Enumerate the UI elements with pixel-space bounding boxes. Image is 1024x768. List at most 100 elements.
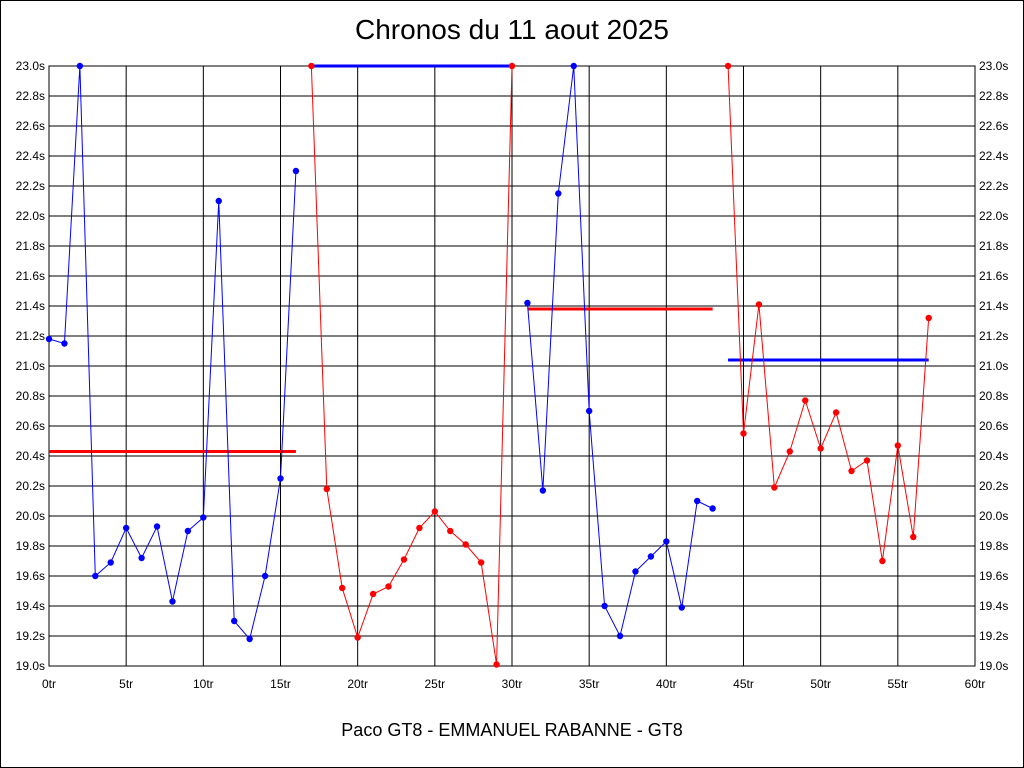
y-tick-label-left: 19.6s [16, 569, 45, 583]
data-point [863, 457, 871, 464]
data-point [323, 485, 330, 493]
data-point [555, 190, 562, 197]
data-point [539, 487, 547, 494]
x-tick-label: 25tr [424, 677, 445, 691]
data-point [585, 407, 593, 415]
y-tick-label-left: 21.0s [16, 359, 45, 373]
y-tick-label-left: 21.8s [16, 239, 45, 253]
data-point [678, 604, 685, 611]
y-tick-label-right: 19.2s [979, 629, 1008, 643]
data-point [925, 314, 932, 322]
y-tick-label-right: 21.4s [979, 299, 1008, 313]
y-tick-label-right: 19.6s [979, 569, 1008, 583]
data-point [122, 524, 130, 532]
x-tick-label: 30tr [502, 677, 523, 691]
data-point [261, 572, 269, 580]
x-tick-label: 55tr [887, 677, 908, 691]
data-point [832, 409, 840, 416]
x-axis-label: Paco GT8 - EMMANUEL RABANNE - GT8 [341, 720, 683, 740]
y-tick-label-left: 19.8s [16, 539, 45, 553]
data-point [292, 167, 300, 175]
data-point [61, 340, 68, 347]
y-tick-label-right: 21.0s [979, 359, 1008, 373]
y-tick-label-left: 20.6s [16, 419, 45, 433]
y-tick-label-right: 19.0s [979, 659, 1008, 673]
y-tick-label-right: 21.2s [979, 329, 1008, 343]
x-tick-label: 45tr [733, 677, 754, 691]
data-point [76, 62, 84, 70]
data-point [92, 572, 99, 580]
data-point [647, 553, 655, 560]
data-point [910, 533, 917, 541]
y-tick-label-left: 21.6s [16, 269, 45, 283]
x-tick-label: 5tr [119, 677, 133, 691]
series-line [526, 65, 713, 638]
data-point [246, 635, 253, 643]
y-tick-label-right: 22.8s [979, 89, 1008, 103]
data-point [45, 335, 53, 343]
data-point [462, 541, 469, 548]
data-point [215, 197, 222, 205]
data-point [231, 617, 238, 625]
y-tick-label-right: 20.0s [979, 509, 1008, 523]
y-tick-label-left: 20.4s [16, 449, 45, 463]
y-tick-label-right: 22.0s [979, 209, 1008, 223]
data-point [339, 584, 346, 592]
data-point [848, 467, 855, 475]
y-tick-label-left: 20.0s [16, 509, 45, 523]
data-point [431, 508, 439, 515]
data-point [184, 527, 192, 535]
y-tick-label-left: 22.8s [16, 89, 45, 103]
data-point [570, 62, 577, 70]
data-point [786, 448, 793, 455]
data-point [724, 62, 732, 70]
series-line [727, 65, 930, 562]
data-point [632, 568, 639, 575]
data-point [879, 557, 886, 565]
y-tick-label-left: 19.0s [16, 659, 45, 673]
series-line [310, 65, 513, 665]
y-tick-label-right: 20.6s [979, 419, 1008, 433]
data-point [477, 559, 485, 566]
data-point [277, 475, 284, 482]
data-point [354, 634, 361, 641]
data-point [817, 445, 824, 452]
data-point [308, 62, 315, 70]
x-tick-label: 60tr [965, 677, 986, 691]
data-point [107, 559, 114, 566]
data-point [508, 62, 516, 70]
x-tick-label: 20tr [347, 677, 368, 691]
data-point [694, 497, 701, 505]
data-point [771, 484, 778, 491]
chart-title: Chronos du 11 aout 2025 [355, 14, 669, 45]
data-point [493, 661, 500, 668]
y-tick-label-left: 22.2s [16, 179, 45, 193]
y-tick-label-right: 21.8s [979, 239, 1008, 253]
data-point [447, 527, 454, 535]
data-point [400, 556, 408, 563]
data-point [802, 397, 809, 404]
x-tick-label: 50tr [810, 677, 831, 691]
data-point [894, 442, 902, 449]
series-line [48, 65, 297, 641]
x-tick-label: 0tr [42, 677, 56, 691]
data-point [385, 583, 392, 590]
y-tick-label-right: 22.2s [979, 179, 1008, 193]
y-tick-label-right: 20.8s [979, 389, 1008, 403]
y-tick-label-right: 19.8s [979, 539, 1008, 553]
y-tick-label-right: 22.4s [979, 149, 1008, 163]
data-point [709, 505, 716, 512]
x-tick-label: 35tr [579, 677, 600, 691]
y-tick-label-left: 22.6s [16, 119, 45, 133]
y-tick-label-right: 21.6s [979, 269, 1008, 283]
data-point [153, 523, 161, 530]
y-tick-label-right: 22.6s [979, 119, 1008, 133]
data-point [416, 524, 423, 532]
y-tick-label-right: 23.0s [979, 59, 1008, 73]
y-tick-label-left: 19.4s [16, 599, 45, 613]
y-tick-label-right: 19.4s [979, 599, 1008, 613]
data-point [601, 602, 608, 610]
data-point [616, 632, 624, 640]
x-tick-label: 10tr [193, 677, 214, 691]
data-point [524, 299, 531, 307]
